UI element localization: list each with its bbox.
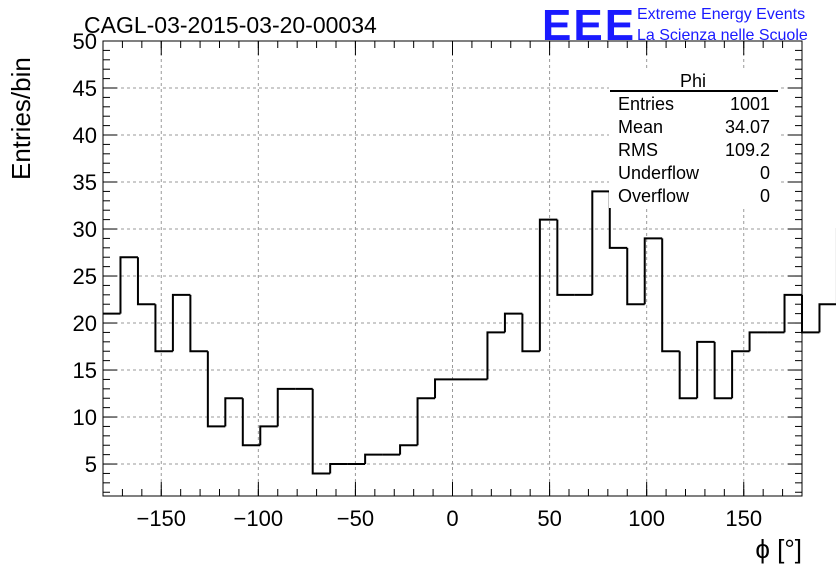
y-axis-label: Entries/bin	[6, 57, 36, 180]
histogram-bin	[556, 219, 575, 296]
histogram-bin	[608, 191, 628, 249]
histogram-bin	[818, 303, 836, 333]
x-tick-label: 150	[725, 506, 762, 531]
stats-value-entries: 1001	[730, 94, 770, 114]
histogram-bin	[224, 397, 243, 427]
histogram-bin	[206, 351, 226, 428]
x-tick-label: 100	[628, 506, 665, 531]
histogram-bin	[661, 238, 680, 353]
histogram-bin	[521, 313, 540, 353]
histogram-bin	[119, 256, 138, 314]
histogram-bin	[364, 453, 383, 465]
histogram-title: CAGL-03-2015-03-20-00034	[84, 12, 377, 38]
histogram-bin	[189, 294, 208, 353]
stats-value-rms: 109.2	[725, 140, 770, 160]
histogram-bin	[136, 257, 156, 306]
plot-frame	[102, 40, 803, 497]
x-tick-label: −100	[234, 506, 284, 531]
histogram-bin	[783, 293, 802, 333]
histogram-bin	[154, 304, 173, 353]
histogram-bin	[801, 294, 820, 334]
x-tick-label: −150	[136, 506, 186, 531]
stats-value-overflow: 0	[760, 186, 770, 206]
x-tick-label: −50	[337, 506, 374, 531]
histogram-bin	[311, 388, 331, 475]
histogram-bin	[416, 397, 436, 446]
histogram-bin	[486, 331, 505, 380]
stats-label-mean: Mean	[618, 117, 663, 137]
y-tick-label: 20	[73, 311, 97, 336]
stats-value-mean: 34.07	[725, 117, 770, 137]
y-tick-label: 5	[85, 452, 97, 477]
histogram-bin	[731, 350, 750, 399]
histogram-bin	[503, 312, 523, 333]
stats-box: Phi Entries 1001 Mean 34.07 RMS 109.2 Un…	[609, 68, 779, 208]
histogram-bin	[329, 463, 348, 474]
eee-logo: EEE Extreme Energy Events La Scienza nel…	[542, 1, 808, 50]
histogram-bin	[626, 247, 645, 306]
histogram-bin	[538, 218, 558, 352]
y-tick-label: 30	[73, 217, 97, 242]
x-tick-label: 0	[446, 506, 458, 531]
histogram-bin	[713, 341, 733, 400]
tick-labels: −150 −100 −50 0 50 100 150 5 10 15 20 25 30 35 40 45 50	[73, 29, 763, 531]
histogram-bin	[696, 340, 715, 399]
y-tick-label: 15	[73, 358, 97, 383]
histogram-bin	[171, 293, 191, 352]
y-tick-label: 35	[73, 170, 97, 195]
histogram-bin	[591, 190, 610, 295]
y-tick-label: 45	[73, 76, 97, 101]
histogram-bin	[643, 237, 663, 305]
stats-label-entries: Entries	[618, 94, 674, 114]
histogram-bin	[434, 378, 453, 399]
stats-label-overflow: Overflow	[618, 186, 690, 206]
y-tick-label: 50	[73, 29, 97, 54]
y-tick-label: 25	[73, 264, 97, 289]
y-tick-label: 10	[73, 405, 97, 430]
histogram-bars	[103, 190, 836, 475]
stats-value-underflow: 0	[760, 163, 770, 183]
histogram-bin	[241, 398, 261, 447]
eee-logo-line1: Extreme Energy Events	[637, 6, 805, 23]
stats-box-name: Phi	[680, 71, 706, 91]
histogram-bin	[259, 425, 278, 446]
eee-logo-mark: EEE	[542, 1, 636, 50]
x-tick-label: 50	[537, 506, 561, 531]
stats-label-rms: RMS	[618, 140, 658, 160]
histogram-bin	[678, 351, 698, 400]
histogram-bin	[276, 387, 296, 427]
histogram-bin	[748, 331, 768, 352]
eee-logo-line2: La Scienza nelle Scuole	[637, 27, 808, 44]
x-axis-label: ϕ [°]	[755, 534, 802, 564]
y-tick-label: 40	[73, 123, 97, 148]
stats-label-underflow: Underflow	[618, 163, 700, 183]
histogram-bin	[399, 444, 418, 455]
axis-ticks	[102, 40, 803, 496]
